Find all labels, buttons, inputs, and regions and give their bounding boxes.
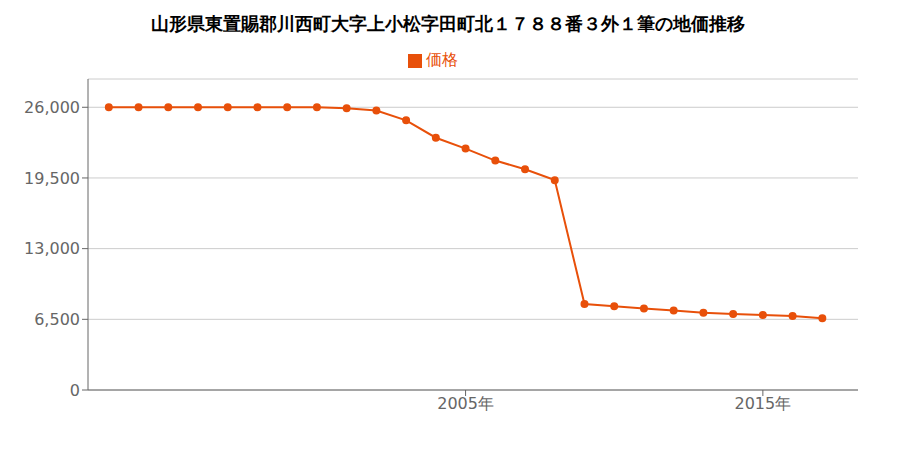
svg-text:19,500: 19,500 (24, 169, 80, 188)
svg-text:2015年: 2015年 (735, 394, 792, 413)
svg-text:2005年: 2005年 (437, 394, 494, 413)
svg-text:6,500: 6,500 (34, 310, 80, 329)
html-text:価格: 価格 (426, 50, 458, 69)
svg-text:26,000: 26,000 (24, 98, 80, 117)
html-text:山形県東置賜郡川西町大字上小松字田町北１７８８番３外１筆の地: 山形県東置賜郡川西町大字上小松字田町北１７８８番３外１筆の地価推移 (151, 13, 745, 34)
svg-text:13,000: 13,000 (24, 239, 80, 258)
svg-text:0: 0 (70, 381, 80, 400)
